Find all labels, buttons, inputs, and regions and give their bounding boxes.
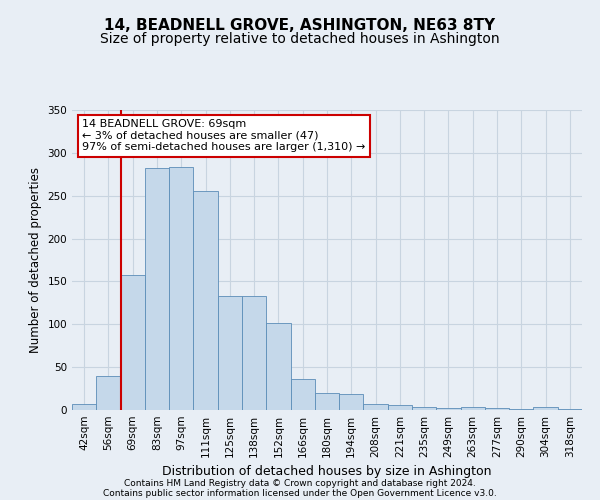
Bar — [315, 393, 339, 410]
Bar — [242, 296, 266, 410]
Bar — [96, 376, 121, 410]
X-axis label: Distribution of detached houses by size in Ashington: Distribution of detached houses by size … — [162, 466, 492, 478]
Bar — [339, 394, 364, 410]
Bar — [412, 406, 436, 410]
Bar — [145, 168, 169, 410]
Bar — [509, 409, 533, 410]
Bar — [169, 168, 193, 410]
Text: 14 BEADNELL GROVE: 69sqm
← 3% of detached houses are smaller (47)
97% of semi-de: 14 BEADNELL GROVE: 69sqm ← 3% of detache… — [82, 119, 365, 152]
Bar — [364, 404, 388, 410]
Bar — [266, 322, 290, 410]
Text: Size of property relative to detached houses in Ashington: Size of property relative to detached ho… — [100, 32, 500, 46]
Bar — [533, 408, 558, 410]
Bar — [121, 274, 145, 410]
Bar — [72, 404, 96, 410]
Bar — [485, 408, 509, 410]
Y-axis label: Number of detached properties: Number of detached properties — [29, 167, 42, 353]
Bar — [388, 405, 412, 410]
Bar — [193, 192, 218, 410]
Bar — [218, 296, 242, 410]
Bar — [461, 408, 485, 410]
Text: Contains public sector information licensed under the Open Government Licence v3: Contains public sector information licen… — [103, 488, 497, 498]
Bar — [558, 409, 582, 410]
Bar — [436, 408, 461, 410]
Text: 14, BEADNELL GROVE, ASHINGTON, NE63 8TY: 14, BEADNELL GROVE, ASHINGTON, NE63 8TY — [104, 18, 496, 32]
Text: Contains HM Land Registry data © Crown copyright and database right 2024.: Contains HM Land Registry data © Crown c… — [124, 478, 476, 488]
Bar — [290, 379, 315, 410]
